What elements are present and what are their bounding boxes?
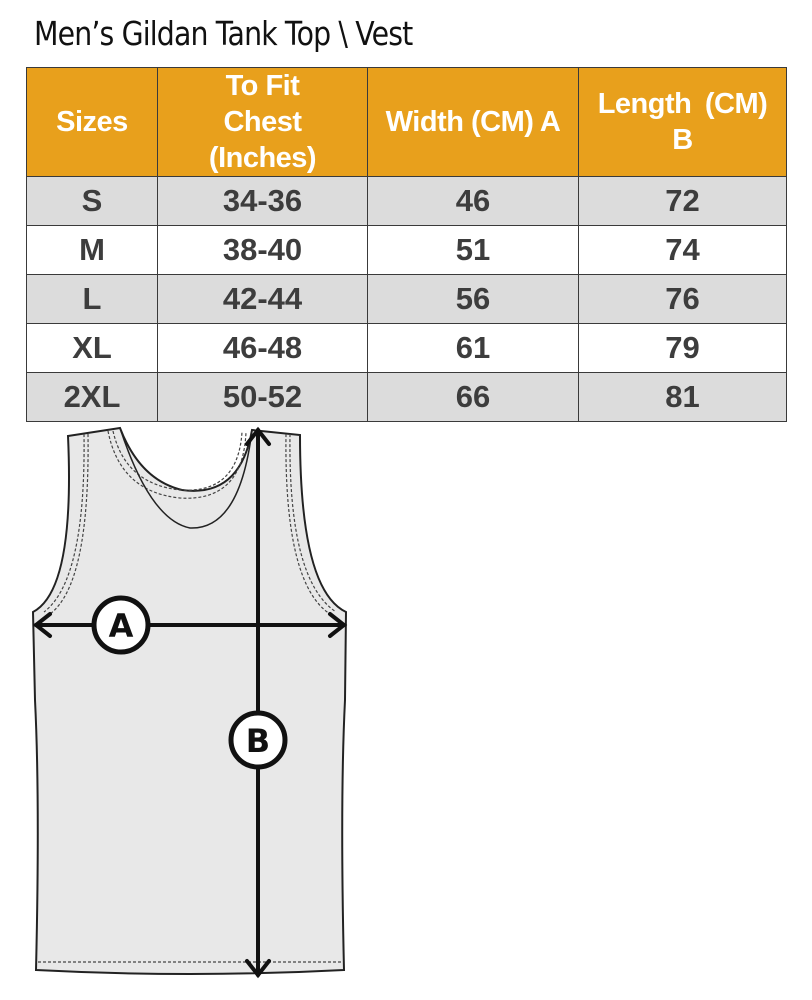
arrow-right-icon — [328, 612, 348, 638]
arrow-left-icon — [32, 612, 52, 638]
cell-size: XL — [26, 323, 158, 373]
measure-arrows — [32, 426, 348, 979]
table-row: M 38-40 51 74 — [26, 225, 787, 275]
cell-chest: 34-36 — [157, 176, 368, 226]
cell-size: 2XL — [26, 372, 158, 422]
cell-width: 46 — [367, 176, 579, 226]
cell-width: 56 — [367, 274, 579, 324]
header-length: Length (CM) B — [578, 67, 787, 177]
header-width: Width (CM) A — [367, 67, 579, 177]
table-row: L 42-44 56 76 — [26, 274, 787, 324]
label-a-circle — [91, 595, 151, 655]
size-chart-table: Sizes To Fit Chest (Inches) Width (CM) A… — [26, 67, 787, 422]
cell-width: 66 — [367, 372, 579, 422]
stitching — [38, 430, 342, 963]
cell-width: 51 — [367, 225, 579, 275]
header-sizes: Sizes — [26, 67, 158, 177]
arrow-down-icon — [245, 959, 271, 979]
cell-size: M — [26, 225, 158, 275]
header-chest: To Fit Chest (Inches) — [157, 67, 368, 177]
cell-length: 81 — [578, 372, 787, 422]
cell-length: 74 — [578, 225, 787, 275]
page-title: Men’s Gildan Tank Top \ Vest — [34, 14, 413, 53]
cell-length: 76 — [578, 274, 787, 324]
label-b: B — [246, 722, 270, 760]
cell-chest: 42-44 — [157, 274, 368, 324]
cell-length: 79 — [578, 323, 787, 373]
cell-size: L — [26, 274, 158, 324]
tank-top-outline — [31, 426, 348, 975]
cell-chest: 50-52 — [157, 372, 368, 422]
label-a: A — [109, 607, 134, 645]
table-row: XL 46-48 61 79 — [26, 323, 787, 373]
cell-size: S — [26, 176, 158, 226]
cell-length: 72 — [578, 176, 787, 226]
table-header-row: Sizes To Fit Chest (Inches) Width (CM) A… — [26, 67, 787, 177]
table-row: 2XL 50-52 66 81 — [26, 372, 787, 422]
table-row: S 34-36 46 72 — [26, 176, 787, 226]
arrow-up-icon — [245, 426, 271, 446]
cell-chest: 38-40 — [157, 225, 368, 275]
label-b-circle — [228, 710, 288, 770]
neckline — [119, 427, 253, 529]
